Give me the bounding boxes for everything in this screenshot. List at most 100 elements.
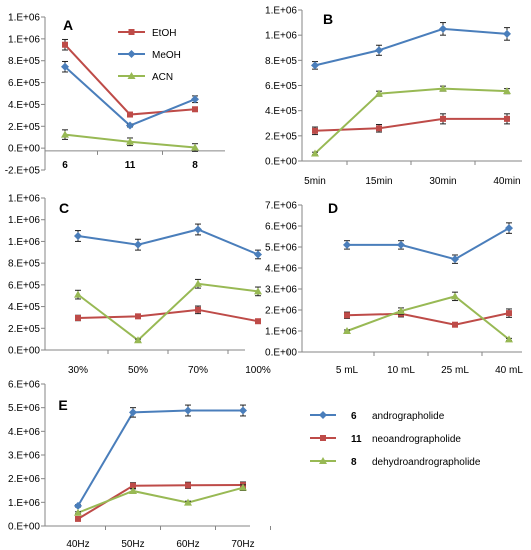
legend-swatch-marker xyxy=(319,457,327,464)
data-point xyxy=(74,290,82,298)
legend-swatch-marker xyxy=(320,435,326,441)
series-s8 xyxy=(74,278,262,344)
y-tick-label: 0.E+00 xyxy=(8,522,40,533)
series-s8 xyxy=(343,291,513,343)
y-tick-label: 0.E+00 xyxy=(8,144,40,155)
data-point xyxy=(503,87,511,95)
x-tick-label: 10 mL xyxy=(387,365,415,376)
data-point xyxy=(451,255,459,264)
series-s6 xyxy=(311,22,511,70)
chart-panel-d: 0.E+00 1.E+06 2.E+06 3.E+06 4.E+06 5.E+06 6.E+… xyxy=(265,200,523,376)
data-point xyxy=(505,224,513,233)
x-tick-label: 5 mL xyxy=(336,365,359,376)
legend-label: dehydroandrographolide xyxy=(372,457,481,468)
data-point xyxy=(192,106,198,113)
x-tick-label: 6 xyxy=(62,160,68,171)
series-line xyxy=(346,295,510,341)
y-tick-label: 5.E+06 xyxy=(265,243,297,254)
x-tick-label: 50Hz xyxy=(121,539,144,550)
legend-number: 11 xyxy=(351,434,362,445)
y-tick-label: 1.E+06 xyxy=(8,13,40,24)
series-line xyxy=(314,27,508,67)
data-point xyxy=(74,501,82,510)
data-point xyxy=(343,327,351,334)
data-point xyxy=(74,508,82,516)
data-point xyxy=(61,130,69,138)
y-tick-label: 6.E+06 xyxy=(8,380,40,391)
data-point xyxy=(504,115,510,122)
data-point xyxy=(184,498,192,506)
data-point xyxy=(127,111,133,118)
legend-label: neoandrographolide xyxy=(372,434,461,445)
data-point xyxy=(254,287,262,295)
y-tick-label: 7.E+06 xyxy=(265,201,297,212)
series-line xyxy=(77,228,259,256)
y-tick-label: 2.E+06 xyxy=(265,306,297,317)
panel-label: C xyxy=(59,200,69,216)
y-tick-label: 3.E+06 xyxy=(265,285,297,296)
data-point xyxy=(452,321,458,328)
y-tick-label: 6.E+05 xyxy=(8,78,40,89)
y-tick-label: 1.E+06 xyxy=(8,498,40,509)
data-point xyxy=(191,143,199,151)
chart-panel-a: -2.E+05 0.E+00 2.E+05 4.E+05 6.E+05 8.E+05 1.E… xyxy=(5,13,225,177)
data-point xyxy=(311,61,319,70)
y-tick-label: 8.E+05 xyxy=(8,56,40,67)
y-tick-label: 0.E+00 xyxy=(265,348,297,359)
data-point xyxy=(75,314,81,321)
series-line xyxy=(314,117,507,132)
y-tick-label: 1.E+06 xyxy=(265,327,297,338)
x-tick-label: 40 mL xyxy=(495,365,523,376)
data-point xyxy=(503,29,511,38)
x-tick-label: 15min xyxy=(365,176,392,187)
y-tick-label: 1.E+06 xyxy=(8,34,40,45)
data-point xyxy=(184,406,192,415)
series-s6 xyxy=(74,223,262,260)
series-line xyxy=(314,87,508,155)
legend-swatch-marker xyxy=(127,50,136,58)
data-point xyxy=(311,149,319,157)
data-point xyxy=(439,24,447,33)
x-tick-label: 11 xyxy=(125,160,136,171)
data-point xyxy=(239,406,247,415)
legend-number: 6 xyxy=(351,411,357,422)
panel-label: D xyxy=(328,200,338,216)
data-point xyxy=(134,336,142,344)
data-point xyxy=(397,240,405,249)
series-s11 xyxy=(312,113,510,136)
y-tick-label: 1.E+06 xyxy=(8,194,40,205)
series-s8 xyxy=(74,483,247,516)
series-s11 xyxy=(75,481,246,522)
x-tick-label: 5min xyxy=(304,176,326,187)
series-s11 xyxy=(75,305,261,325)
y-tick-label: 1.E+06 xyxy=(8,237,40,248)
y-tick-label: 2.E+05 xyxy=(265,131,297,142)
x-tick-label: 25 mL xyxy=(441,365,469,376)
series-s6 xyxy=(343,222,513,264)
x-tick-label: 50% xyxy=(128,365,148,376)
chart-panel-c: 0.E+00 2.E+05 4.E+05 6.E+05 8.E+05 1.E+06 1.E+… xyxy=(8,194,289,376)
legend-label: MeOH xyxy=(152,50,181,61)
series-line xyxy=(347,227,510,261)
y-tick-label: 8.E+05 xyxy=(8,259,40,270)
y-tick-label: 6.E+05 xyxy=(265,81,297,92)
data-point xyxy=(62,41,68,48)
data-point xyxy=(375,89,383,97)
series-line xyxy=(77,409,243,507)
series-s8 xyxy=(311,84,511,157)
chart-panel-e: 0.E+00 1.E+06 2.E+06 3.E+06 4.E+06 5.E+06 6.E+… xyxy=(8,380,271,550)
x-tick-label: 100% xyxy=(245,365,271,376)
legend-swatch-marker xyxy=(319,411,327,419)
chart-panel-b: 0.E+00 2.E+05 4.E+05 6.E+05 8.E+05 1.E+06 1.E+… xyxy=(265,6,522,187)
data-point xyxy=(254,250,262,259)
data-point xyxy=(397,307,405,315)
data-point xyxy=(135,313,141,320)
data-point xyxy=(505,335,513,343)
legend-label: EtOH xyxy=(152,28,176,39)
legend-swatch-marker xyxy=(127,72,136,79)
series-s6 xyxy=(61,60,199,130)
y-tick-label: 2.E+05 xyxy=(8,324,40,335)
y-tick-label: 0.E+00 xyxy=(265,157,297,168)
y-tick-label: 5.E+06 xyxy=(8,403,40,414)
